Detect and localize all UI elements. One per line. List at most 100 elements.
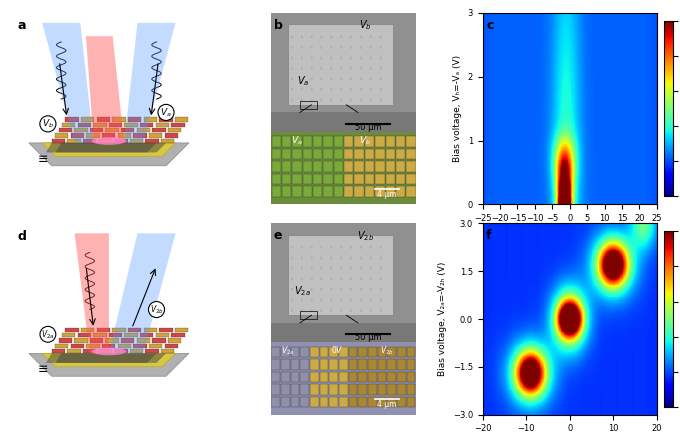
Polygon shape: [128, 328, 141, 332]
Bar: [365, 149, 374, 159]
Text: 50 μm: 50 μm: [355, 333, 381, 342]
Bar: [301, 384, 309, 394]
Circle shape: [301, 88, 303, 91]
Circle shape: [320, 77, 322, 80]
Circle shape: [301, 46, 303, 49]
Text: 4 μm: 4 μm: [377, 400, 396, 409]
Text: $V_{2b}$: $V_{2b}$: [150, 303, 163, 316]
Polygon shape: [133, 344, 147, 348]
Bar: [271, 223, 416, 342]
Polygon shape: [156, 123, 169, 127]
Text: $V_{2a}$: $V_{2a}$: [282, 344, 295, 357]
Bar: [396, 186, 405, 197]
Circle shape: [370, 256, 372, 259]
Circle shape: [311, 309, 313, 312]
Text: $V_{2a}$: $V_{2a}$: [294, 284, 311, 298]
Bar: [375, 161, 385, 172]
Y-axis label: Bias voltage, Vₕ=-Vₐ (V): Bias voltage, Vₕ=-Vₐ (V): [453, 55, 462, 162]
Bar: [292, 137, 302, 147]
Circle shape: [370, 299, 372, 302]
Bar: [292, 149, 302, 159]
Polygon shape: [42, 143, 175, 156]
Bar: [281, 397, 290, 407]
Polygon shape: [46, 353, 156, 363]
Polygon shape: [65, 118, 79, 121]
Bar: [386, 137, 395, 147]
Circle shape: [320, 35, 322, 38]
Bar: [407, 359, 415, 370]
Polygon shape: [114, 349, 128, 353]
Text: $\equiv$: $\equiv$: [35, 152, 49, 165]
Text: $\equiv$: $\equiv$: [35, 362, 49, 375]
Circle shape: [379, 267, 382, 270]
Polygon shape: [75, 233, 109, 353]
Bar: [407, 137, 415, 147]
Circle shape: [320, 267, 322, 270]
Circle shape: [340, 57, 343, 60]
Polygon shape: [137, 128, 150, 132]
Bar: [407, 161, 415, 172]
Circle shape: [301, 77, 303, 80]
Circle shape: [340, 309, 343, 312]
Ellipse shape: [92, 348, 126, 355]
Bar: [282, 174, 291, 184]
Circle shape: [360, 88, 362, 91]
Bar: [365, 137, 374, 147]
Circle shape: [370, 267, 372, 270]
Bar: [324, 161, 333, 172]
Bar: [407, 186, 415, 197]
Polygon shape: [42, 23, 94, 143]
Polygon shape: [46, 143, 156, 152]
Circle shape: [301, 309, 303, 312]
Text: $V_a$: $V_a$: [296, 74, 309, 88]
Bar: [358, 372, 367, 382]
Bar: [396, 161, 405, 172]
Bar: [320, 384, 328, 394]
Circle shape: [320, 57, 322, 60]
Circle shape: [311, 46, 313, 49]
Circle shape: [311, 267, 313, 270]
Bar: [354, 161, 364, 172]
Bar: [349, 397, 358, 407]
Circle shape: [379, 35, 382, 38]
Bar: [290, 347, 299, 357]
Polygon shape: [165, 344, 178, 348]
Polygon shape: [65, 328, 79, 332]
Bar: [329, 347, 338, 357]
Polygon shape: [78, 333, 91, 337]
Circle shape: [311, 67, 313, 70]
Bar: [320, 359, 328, 370]
Polygon shape: [97, 328, 110, 332]
Bar: [407, 397, 415, 407]
Polygon shape: [90, 128, 103, 132]
Bar: [386, 186, 395, 197]
Text: $V_a$: $V_a$: [291, 134, 303, 146]
Bar: [344, 174, 354, 184]
Circle shape: [330, 98, 333, 102]
Circle shape: [330, 288, 333, 291]
Text: $V_b$: $V_b$: [42, 118, 54, 130]
Polygon shape: [52, 139, 65, 143]
Circle shape: [320, 67, 322, 70]
Circle shape: [360, 299, 362, 302]
Bar: [365, 174, 374, 184]
Bar: [358, 397, 367, 407]
Text: $V_b$: $V_b$: [359, 134, 371, 146]
Bar: [271, 137, 281, 147]
Bar: [313, 161, 322, 172]
Bar: [358, 347, 367, 357]
Bar: [310, 347, 319, 357]
Circle shape: [360, 67, 362, 70]
Bar: [329, 372, 338, 382]
Polygon shape: [168, 128, 182, 132]
Circle shape: [350, 246, 352, 249]
Circle shape: [311, 35, 313, 38]
Bar: [303, 174, 312, 184]
Circle shape: [379, 57, 382, 60]
Circle shape: [350, 267, 352, 270]
Polygon shape: [58, 339, 72, 343]
Bar: [407, 372, 415, 382]
Circle shape: [350, 77, 352, 80]
Circle shape: [320, 246, 322, 249]
Bar: [271, 186, 281, 197]
